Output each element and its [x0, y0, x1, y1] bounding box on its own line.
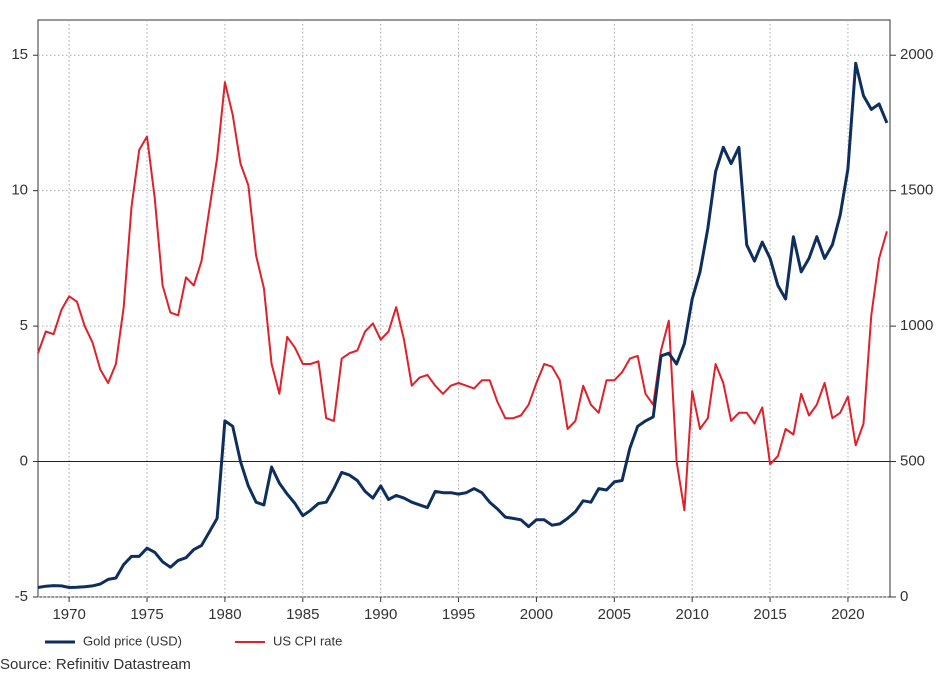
x-tick-label: 1975	[130, 606, 163, 623]
x-tick-label: 2010	[675, 606, 708, 623]
source: Source: Refinitiv Datastream	[0, 656, 191, 673]
series-line	[37, 81, 888, 512]
y2-tick-label: 1500	[900, 182, 933, 199]
y-tick-label: 10	[11, 182, 28, 199]
series-line	[37, 61, 889, 589]
x-tick-label: 1990	[364, 606, 397, 623]
y-tick-label: 15	[11, 46, 28, 63]
y-tick-label: 0	[20, 453, 28, 470]
legend-label: Gold price (USD)	[83, 633, 182, 648]
x-tick-label: 2015	[753, 606, 786, 623]
x-tick-label: 2000	[520, 606, 553, 623]
y-tick-label: 5	[20, 317, 28, 334]
y2-tick-label: 500	[900, 453, 925, 470]
x-tick-label: 1980	[208, 606, 241, 623]
legend-label: US CPI rate	[273, 633, 342, 648]
x-tick-label: 1995	[442, 606, 475, 623]
y2-tick-label: 1000	[900, 317, 933, 334]
y-tick-label: -5	[15, 588, 28, 605]
x-tick-label: 1985	[286, 606, 319, 623]
x-tick-label: 2020	[831, 606, 864, 623]
x-tick-label: 2005	[598, 606, 631, 623]
y2-tick-label: 0	[900, 588, 908, 605]
plot-frame	[37, 19, 891, 598]
y2-tick-label: 2000	[900, 46, 933, 63]
x-tick-label: 1970	[52, 606, 85, 623]
